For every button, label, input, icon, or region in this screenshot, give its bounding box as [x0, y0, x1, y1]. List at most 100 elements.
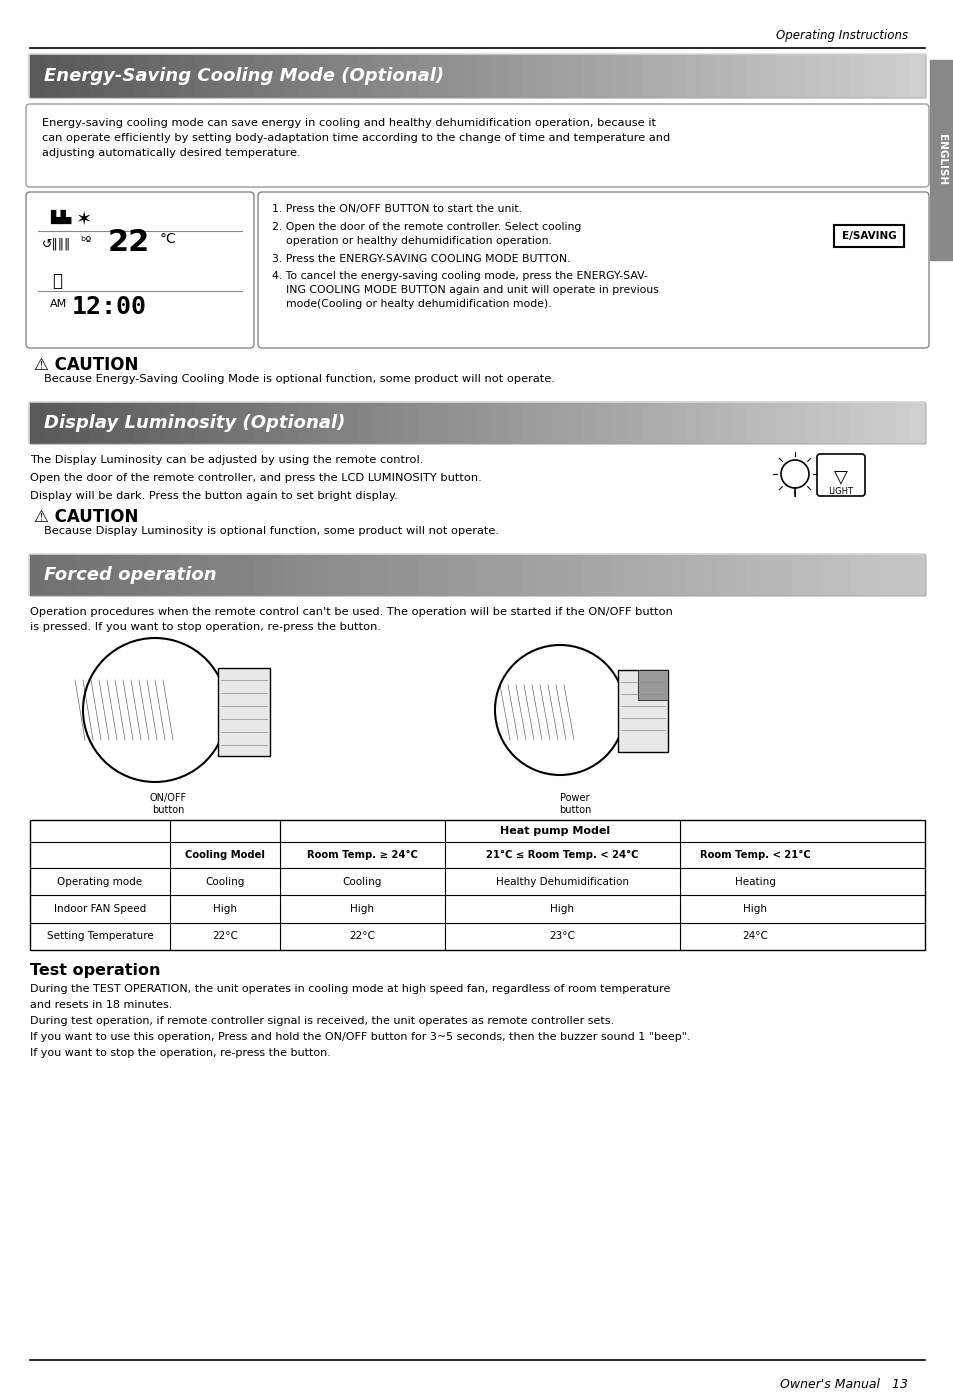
Text: Open the door of the remote controller, and press the LCD LUMINOSITY button.: Open the door of the remote controller, …	[30, 473, 481, 483]
Bar	[909, 554, 924, 595]
Bar	[433, 554, 448, 595]
Text: Because Energy-Saving Cooling Mode is optional function, some product will not o: Because Energy-Saving Cooling Mode is op…	[44, 374, 555, 384]
Bar	[357, 55, 374, 97]
Bar	[238, 55, 254, 97]
Bar	[537, 55, 552, 97]
Bar	[283, 403, 298, 442]
Bar	[581, 403, 597, 442]
Bar	[760, 55, 776, 97]
Bar	[462, 55, 477, 97]
Bar	[730, 403, 745, 442]
Bar	[880, 554, 895, 595]
Bar	[164, 403, 179, 442]
Bar	[537, 403, 552, 442]
Text: Heating: Heating	[734, 876, 775, 886]
Bar	[805, 554, 821, 595]
Text: 12:00: 12:00	[71, 295, 147, 319]
Text: Energy-Saving Cooling Mode (Optional): Energy-Saving Cooling Mode (Optional)	[44, 67, 444, 85]
Bar	[238, 403, 254, 442]
Bar	[373, 403, 388, 442]
Text: 21°C ≤ Room Temp. < 24°C: 21°C ≤ Room Temp. < 24°C	[486, 850, 639, 860]
Text: 2. Open the door of the remote controller. Select cooling
    operation or healt: 2. Open the door of the remote controlle…	[272, 221, 580, 245]
Bar	[388, 55, 403, 97]
Bar	[638, 671, 667, 700]
Bar	[447, 403, 462, 442]
Bar	[298, 554, 314, 595]
Text: High: High	[550, 904, 574, 914]
Bar	[253, 554, 269, 595]
Bar	[388, 403, 403, 442]
Bar	[134, 403, 150, 442]
Bar	[597, 554, 612, 595]
Text: Room Temp. ≥ 24°C: Room Temp. ≥ 24°C	[307, 850, 417, 860]
Bar	[671, 403, 686, 442]
Bar	[909, 403, 924, 442]
Bar	[447, 55, 462, 97]
Bar	[105, 554, 120, 595]
Bar	[209, 403, 224, 442]
Bar	[150, 554, 165, 595]
Bar	[218, 668, 270, 756]
Text: ␧: ␧	[52, 272, 62, 290]
Bar	[45, 55, 60, 97]
FancyBboxPatch shape	[26, 192, 253, 349]
FancyBboxPatch shape	[26, 104, 928, 188]
Text: and resets in 18 minutes.: and resets in 18 minutes.	[30, 1000, 172, 1009]
Bar	[833, 225, 903, 246]
Bar	[328, 55, 343, 97]
Text: Heat pump Model: Heat pump Model	[499, 826, 609, 836]
Bar	[611, 403, 626, 442]
Bar	[641, 55, 657, 97]
Text: If you want to stop the operation, re-press the button.: If you want to stop the operation, re-pr…	[30, 1049, 331, 1058]
Bar	[134, 55, 150, 97]
Bar	[820, 403, 835, 442]
Bar	[671, 55, 686, 97]
FancyBboxPatch shape	[816, 454, 864, 496]
Text: 1. Press the ON/OFF BUTTON to start the unit.: 1. Press the ON/OFF BUTTON to start the …	[272, 204, 521, 214]
Bar	[314, 554, 329, 595]
Text: Test operation: Test operation	[30, 963, 160, 979]
Bar	[328, 403, 343, 442]
Bar	[60, 554, 75, 595]
Bar	[193, 403, 210, 442]
Text: LIGHT: LIGHT	[827, 487, 853, 496]
Bar	[894, 55, 909, 97]
Bar	[685, 403, 701, 442]
Bar	[357, 554, 374, 595]
Bar	[150, 403, 165, 442]
Bar	[909, 55, 924, 97]
Bar	[209, 55, 224, 97]
Text: High: High	[213, 904, 236, 914]
Bar	[209, 554, 224, 595]
Bar	[119, 403, 134, 442]
Bar	[730, 55, 745, 97]
Bar	[30, 554, 46, 595]
Bar	[298, 403, 314, 442]
Bar	[179, 403, 194, 442]
Bar	[626, 554, 641, 595]
Text: High: High	[742, 904, 766, 914]
Bar	[179, 554, 194, 595]
Bar	[433, 55, 448, 97]
Bar	[849, 55, 865, 97]
Bar	[417, 55, 433, 97]
Bar	[685, 554, 701, 595]
Bar	[566, 55, 581, 97]
Text: Forced operation: Forced operation	[44, 566, 216, 584]
Bar	[74, 403, 91, 442]
Text: Power
button: Power button	[558, 792, 591, 815]
Text: Because Display Luminosity is optional function, some product will not operate.: Because Display Luminosity is optional f…	[44, 526, 498, 536]
Bar	[269, 55, 284, 97]
Bar	[745, 554, 760, 595]
Bar	[269, 403, 284, 442]
Bar	[507, 55, 522, 97]
Bar	[745, 55, 760, 97]
Bar	[60, 403, 75, 442]
Text: 22°C: 22°C	[349, 931, 375, 941]
Bar	[775, 55, 790, 97]
Bar	[314, 403, 329, 442]
Text: Display will be dark. Press the button again to set bright display.: Display will be dark. Press the button a…	[30, 491, 397, 501]
Text: During test operation, if remote controller signal is received, the unit operate: During test operation, if remote control…	[30, 1016, 614, 1026]
Bar	[597, 55, 612, 97]
Text: 24°C: 24°C	[741, 931, 767, 941]
